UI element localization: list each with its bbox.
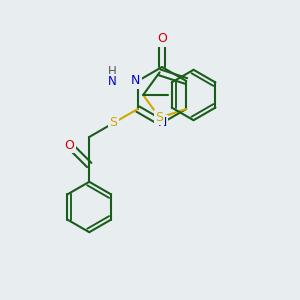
Text: N: N [131,74,140,88]
Text: S: S [110,116,118,130]
Text: N: N [108,75,116,88]
Text: O: O [65,139,75,152]
Text: N: N [157,116,167,130]
Text: O: O [157,32,167,46]
Text: S: S [156,111,164,124]
Text: H: H [108,65,116,78]
